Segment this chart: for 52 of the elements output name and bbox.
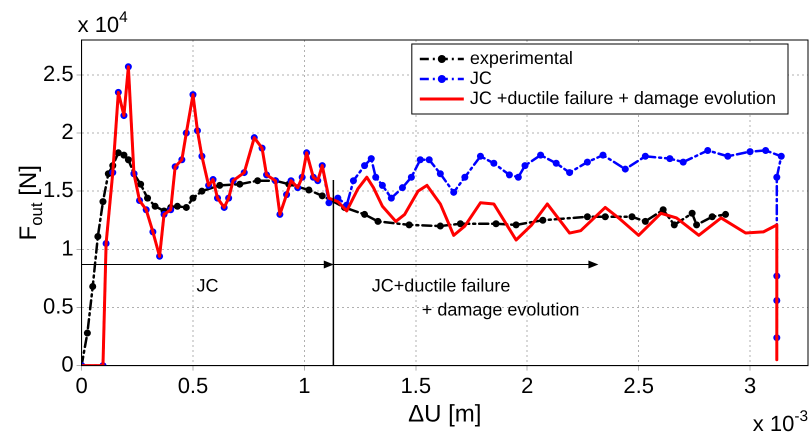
point [512, 221, 520, 228]
point [189, 194, 196, 202]
annotation: JC+ductile failure + damage evolution [372, 276, 580, 320]
point [539, 216, 546, 224]
point [152, 202, 159, 210]
x-tick-label: 0.5 [178, 372, 208, 398]
y-tick-label: 2 [61, 119, 74, 144]
point [318, 192, 326, 200]
point [99, 198, 106, 206]
point [89, 283, 96, 290]
point [94, 233, 102, 240]
point [182, 204, 190, 211]
point [456, 220, 464, 228]
y-tick-label: 2.5 [42, 60, 74, 86]
y-tick-label: 1 [61, 235, 74, 260]
point [642, 218, 649, 225]
x-tick-label: 2 [521, 372, 534, 398]
point [584, 213, 591, 220]
x-tick-label: 2.5 [623, 372, 654, 398]
point [628, 213, 636, 220]
point [436, 222, 444, 230]
point [374, 218, 382, 225]
point [602, 213, 609, 220]
point [144, 194, 152, 202]
point [236, 180, 244, 188]
point [198, 188, 206, 195]
legend-label: experimental [470, 48, 573, 68]
point [124, 156, 132, 164]
annotation: JC [196, 276, 218, 296]
x-tick-label: 3 [744, 372, 756, 398]
legend-label: JC +ductile failure + damage evolution [470, 88, 776, 108]
legend-label: JC [470, 68, 492, 88]
x-tick-label: 1 [298, 372, 311, 398]
point [120, 152, 128, 159]
x-axis-title: ΔU [m] [408, 400, 482, 428]
point [174, 202, 181, 210]
x-tick-label: 1.5 [400, 372, 432, 398]
point [406, 221, 413, 228]
point [693, 221, 700, 228]
point [361, 210, 368, 218]
point [254, 177, 262, 184]
point [722, 210, 730, 218]
point [492, 220, 500, 228]
y-tick-label: 0.5 [42, 294, 74, 319]
y-tick-label: 0 [61, 352, 74, 377]
point [670, 221, 678, 228]
point [137, 180, 144, 188]
point [688, 210, 696, 217]
point [708, 213, 716, 220]
point [216, 182, 224, 189]
point [305, 186, 312, 194]
point [84, 330, 91, 337]
